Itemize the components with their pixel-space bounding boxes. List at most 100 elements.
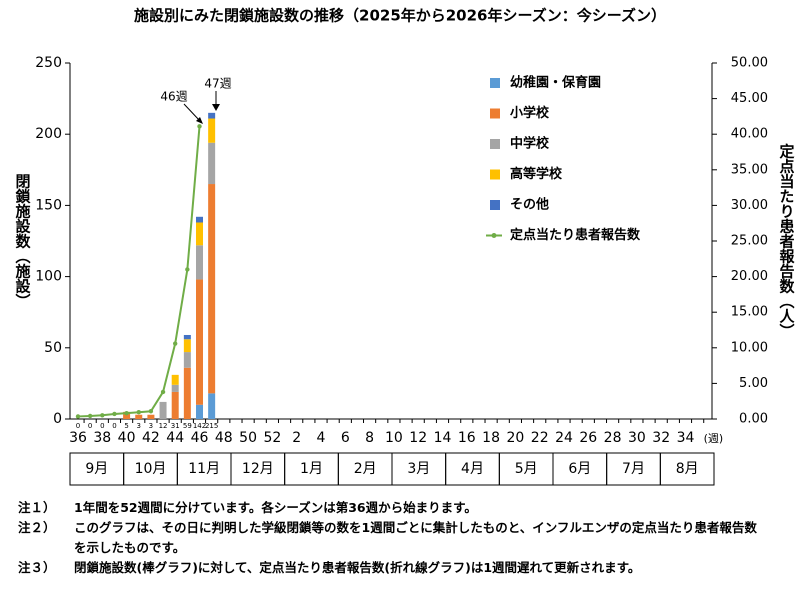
total-label: 59 bbox=[183, 422, 192, 430]
bar-segment bbox=[208, 142, 216, 185]
month-cell bbox=[659, 452, 715, 486]
annotation: 46週 bbox=[160, 90, 187, 104]
bar-segment bbox=[208, 118, 216, 143]
total-label: 3 bbox=[137, 422, 141, 430]
bar-segment bbox=[183, 334, 191, 340]
annotation-arrow bbox=[183, 103, 201, 122]
bar-segment bbox=[196, 245, 203, 280]
y-axis-label: 閉鎖施設数（施設） bbox=[14, 174, 32, 309]
note-text: このグラフは、その日に判明した学級閉鎖等の数を1週間ごとに集計したものと、インフ… bbox=[74, 520, 757, 555]
legend-label: 定点当たり患者報告数 bbox=[509, 227, 641, 243]
month-label: 11月 bbox=[188, 461, 220, 477]
month-label: 9月 bbox=[85, 461, 108, 477]
note-label: 注１） bbox=[18, 500, 56, 515]
note: 注１） 1年間を52週間に分けています。各シーズンは第36週から始まります。 bbox=[18, 498, 788, 518]
x-tick-label: 30 bbox=[628, 430, 646, 446]
x-tick-label: 42 bbox=[142, 430, 160, 446]
x-tick-label: 12 bbox=[409, 430, 427, 446]
note: 注３） 閉鎖施設数(棒グラフ)に対して、定点当たり患者報告数(折れ線グラフ)は1週… bbox=[18, 558, 788, 578]
bar-segment bbox=[183, 339, 191, 353]
x-tick-label: 34 bbox=[677, 430, 695, 446]
arrow-head bbox=[196, 117, 203, 124]
bar-segment bbox=[183, 352, 191, 368]
month-label: 5月 bbox=[515, 461, 538, 477]
line-point bbox=[124, 410, 129, 416]
total-label: 215 bbox=[205, 422, 218, 430]
y2-tick-label: 15.00 bbox=[731, 305, 768, 320]
x-tick-label: 28 bbox=[604, 430, 622, 446]
bar-segment bbox=[147, 414, 155, 419]
total-label: 0 bbox=[112, 422, 116, 430]
bar-segment bbox=[135, 414, 143, 419]
x-tick-label: 14 bbox=[434, 430, 452, 446]
y2-axis-label: 定点当たり患者報告数（人） bbox=[778, 143, 796, 339]
y-tick-label: 0 bbox=[53, 411, 62, 427]
y2-tick-label: 25.00 bbox=[731, 234, 768, 249]
bar-segment bbox=[196, 222, 203, 246]
total-label: 0 bbox=[100, 422, 104, 430]
line-point bbox=[87, 413, 93, 419]
x-tick-label: 4 bbox=[317, 430, 326, 446]
total-label: 12 bbox=[159, 422, 168, 430]
note: 注２） このグラフは、その日に判明した学級閉鎖等の数を1週間ごとに集計したものと、… bbox=[18, 518, 788, 558]
x-tick-label: 46 bbox=[191, 430, 209, 446]
note-text: 1年間を52週間に分けています。各シーズンは第36週から始まります。 bbox=[74, 500, 477, 515]
bar-segment bbox=[208, 184, 216, 394]
line-point bbox=[197, 124, 202, 129]
note-label: 注３） bbox=[18, 560, 56, 575]
y-tick-label: 100 bbox=[35, 269, 62, 285]
legend-swatch bbox=[490, 108, 500, 119]
month-label: 10月 bbox=[135, 461, 167, 477]
y2-tick-label: 35.00 bbox=[731, 162, 768, 177]
x-axis-unit: (週) bbox=[704, 432, 724, 445]
total-label: 31 bbox=[171, 422, 180, 430]
legend-label: 中学校 bbox=[510, 136, 550, 152]
month-label: 8月 bbox=[676, 461, 699, 477]
legend-swatch bbox=[490, 78, 500, 88]
x-tick-label: 40 bbox=[118, 430, 136, 446]
bar-segment bbox=[123, 411, 131, 419]
y2-tick-label: 10.00 bbox=[731, 340, 768, 355]
legend-label: 小学校 bbox=[510, 105, 550, 121]
month-label: 1月 bbox=[300, 461, 323, 477]
note-label: 注２） bbox=[18, 520, 56, 535]
total-label: 3 bbox=[149, 422, 153, 430]
legend-label: その他 bbox=[510, 197, 549, 213]
x-tick-label: 2 bbox=[292, 430, 301, 446]
line-point bbox=[185, 267, 190, 272]
chart: 施設別にみた閉鎖施設数の推移（2025年から2026年シーズン：今シーズン） 閉… bbox=[14, 7, 796, 486]
notes: 注１） 1年間を52週間に分けています。各シーズンは第36週から始まります。 注２… bbox=[18, 498, 788, 578]
x-tick-label: 8 bbox=[365, 430, 374, 446]
y-tick-label: 200 bbox=[35, 126, 62, 142]
x-tick-label: 16 bbox=[458, 430, 476, 446]
x-tick-label: 22 bbox=[531, 430, 549, 446]
y2-tick-label: 5.00 bbox=[739, 376, 768, 391]
x-tick-label: 44 bbox=[166, 430, 184, 446]
line-point bbox=[148, 409, 154, 414]
legend-label: 幼稚園・保育園 bbox=[510, 75, 601, 91]
legend-label: 高等学校 bbox=[510, 166, 563, 182]
bar-segment bbox=[196, 404, 203, 419]
y-tick-label: 250 bbox=[35, 55, 62, 71]
legend-swatch bbox=[490, 169, 500, 180]
line-point bbox=[160, 389, 166, 395]
x-tick-label: 50 bbox=[239, 430, 257, 446]
arrow-head bbox=[212, 104, 220, 111]
bar-segment bbox=[171, 391, 179, 419]
y2-tick-label: 45.00 bbox=[731, 91, 768, 106]
annotation: 47週 bbox=[204, 77, 231, 91]
y2-tick-label: 20.00 bbox=[731, 269, 768, 284]
total-label: 0 bbox=[76, 422, 80, 430]
legend-swatch bbox=[490, 139, 500, 149]
bar-segment bbox=[196, 216, 203, 223]
total-label: 5 bbox=[124, 422, 128, 430]
total-label: 0 bbox=[88, 422, 92, 430]
legend-marker bbox=[491, 233, 497, 238]
x-tick-label: 52 bbox=[263, 430, 281, 446]
month-label: 3月 bbox=[407, 461, 430, 477]
bar-segment bbox=[196, 279, 203, 405]
legend-swatch bbox=[490, 200, 500, 210]
month-label: 7月 bbox=[622, 461, 645, 477]
x-tick-label: 6 bbox=[341, 430, 350, 446]
